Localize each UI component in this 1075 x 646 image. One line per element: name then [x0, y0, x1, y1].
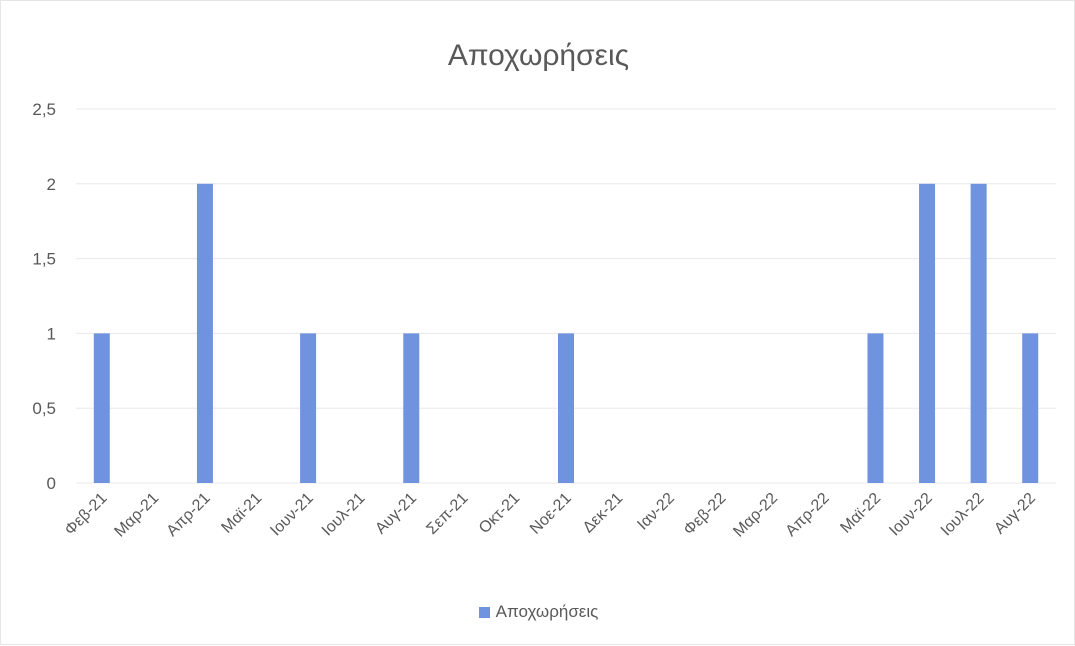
x-tick-label: Ιουν-22 — [886, 490, 936, 540]
bar-9 — [558, 333, 574, 483]
x-tick-label: Απρ-21 — [164, 490, 214, 540]
bar-17 — [970, 183, 987, 484]
x-tick-label: Μαρ-22 — [730, 490, 781, 541]
bar-0 — [93, 333, 110, 483]
legend-label: Αποχωρήσεις — [495, 602, 599, 621]
x-tick-label: Σεπ-21 — [423, 490, 471, 538]
x-tick-label: Φεβ-22 — [681, 490, 730, 539]
x-tick-label: Ιουν-21 — [267, 490, 317, 540]
x-tick-label: Δεκ-21 — [580, 490, 627, 537]
x-tick-label: Αυγ-21 — [372, 490, 420, 538]
legend-swatch — [478, 607, 490, 619]
bar-15 — [867, 333, 884, 483]
y-tick-label: 1 — [47, 324, 56, 343]
y-tick-label: 0 — [47, 474, 56, 493]
y-tick-label: 0,5 — [32, 399, 56, 418]
bar-6 — [403, 333, 420, 483]
y-tick-label: 2,5 — [32, 100, 56, 119]
y-tick-label: 1,5 — [32, 250, 56, 269]
x-tick-label: Μαϊ-22 — [837, 490, 884, 537]
x-tick-label: Νοε-21 — [527, 490, 575, 538]
x-tick-label: Μαϊ-21 — [218, 490, 265, 537]
bar-18 — [1022, 333, 1039, 483]
x-tick-label: Φεβ-21 — [62, 490, 111, 539]
bar-4 — [300, 333, 317, 483]
x-tick-label: Ιουλ-22 — [938, 490, 988, 540]
bar-16 — [919, 183, 936, 484]
x-tick-label: Οκτ-21 — [476, 490, 523, 537]
x-tick-label: Ιαν-22 — [634, 490, 678, 534]
chart-title: Αποχωρήσεις — [447, 39, 630, 72]
x-tick-label: Αυγ-22 — [991, 490, 1039, 538]
legend: Αποχωρήσεις — [1, 602, 1075, 622]
bar-2 — [196, 183, 213, 484]
x-tick-label: Ιουλ-21 — [319, 490, 369, 540]
y-tick-label: 2 — [47, 175, 56, 194]
x-tick-label: Απρ-22 — [783, 490, 833, 540]
x-tick-label: Μαρ-21 — [111, 490, 162, 541]
